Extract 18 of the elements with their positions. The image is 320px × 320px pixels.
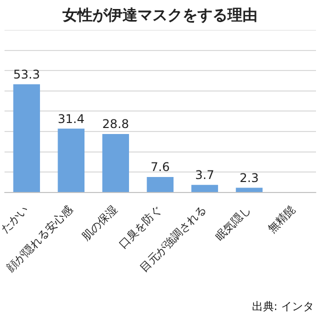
bar <box>102 134 130 192</box>
data-label: 2.3 <box>240 170 259 185</box>
data-label: 3.7 <box>195 168 214 182</box>
data-label: 31.4 <box>58 112 84 126</box>
bar <box>58 128 84 192</box>
data-label: 28.8 <box>102 117 130 132</box>
bar <box>146 177 174 192</box>
data-label: 53.3 <box>13 67 40 82</box>
bar <box>191 184 218 192</box>
bar <box>13 84 40 192</box>
chart-title: 女性が伊達マスクをする理由 <box>62 6 258 25</box>
x-tick-label: たかい <box>0 203 31 236</box>
data-label: 7.6 <box>150 160 170 174</box>
x-tick-label: 眠気隠し <box>213 203 254 244</box>
x-tick-label: 無精髭 <box>265 203 298 236</box>
x-tick-label: 肌の保湿 <box>80 203 120 244</box>
bar <box>236 188 263 192</box>
source-note: 出典: インタ <box>252 299 314 314</box>
